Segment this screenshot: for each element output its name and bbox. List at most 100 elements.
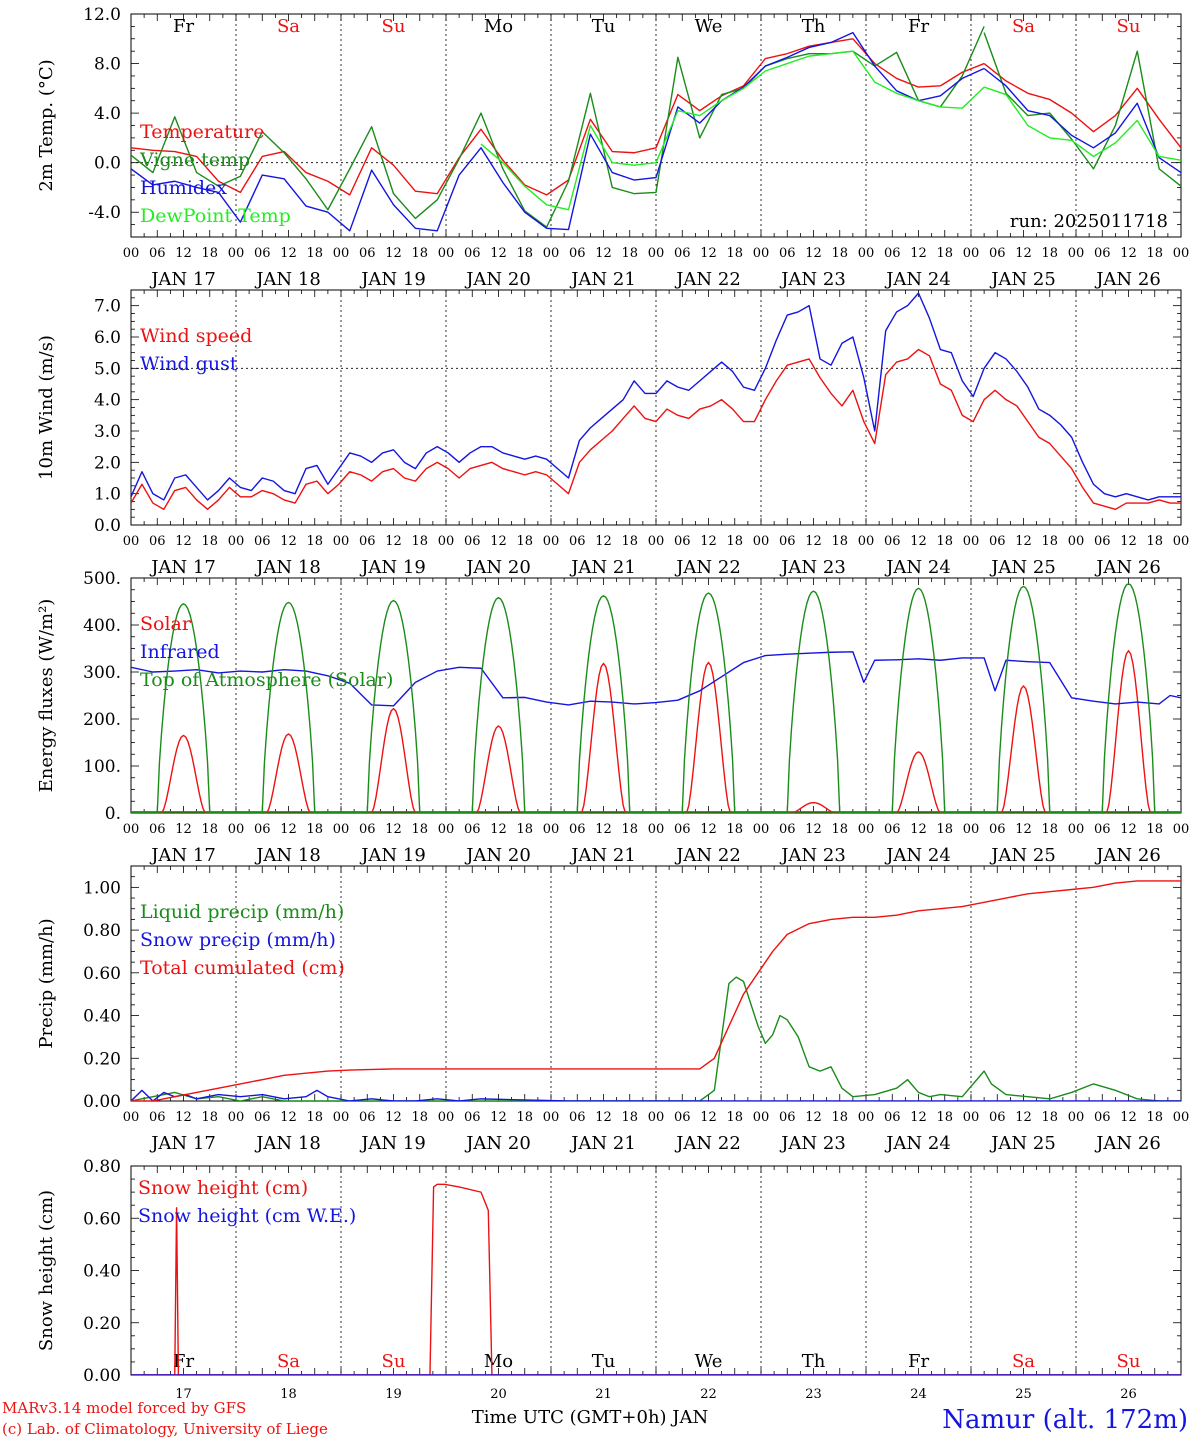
day-of-week-label: Fr xyxy=(908,1351,929,1372)
x-hour-label: 06 xyxy=(569,822,586,837)
x-hour-label: 18 xyxy=(201,1110,218,1125)
x-hour-label: 00 xyxy=(963,822,980,837)
x-hour-label: 06 xyxy=(569,534,586,549)
x-hour-label: 00 xyxy=(438,246,455,261)
y-tick-label: 0.80 xyxy=(83,921,121,941)
y-axis-title: Precip (mm/h) xyxy=(36,918,57,1048)
y-tick-label: 0.20 xyxy=(83,1049,121,1069)
x-date-label: JAN 21 xyxy=(569,269,636,290)
x-hour-label: 06 xyxy=(674,534,691,549)
panel-temp: -4.0 0.0 4.0 8.0 12.0 2m Temp. (°C) 00 06 12 18 JA… xyxy=(36,5,1189,290)
day-of-week-label: Th xyxy=(802,1351,826,1372)
series-group xyxy=(131,26,1181,232)
x-date-label: JAN 18 xyxy=(254,269,321,290)
x-date-label: JAN 24 xyxy=(884,845,951,866)
day-of-week-label: Su xyxy=(1117,16,1141,37)
legend-entry: Temperature xyxy=(140,121,264,143)
x-hour-label: 00 xyxy=(543,534,560,549)
x-hour-label: 12 xyxy=(700,822,717,837)
y-tick-label: 100. xyxy=(83,757,121,777)
x-hour-label: 00 xyxy=(858,534,875,549)
x-hour-label: 12 xyxy=(175,246,192,261)
y-axis-title: 10m Wind (m/s) xyxy=(36,335,57,480)
x-hour-label: 18 xyxy=(201,534,218,549)
x-hour-label: 12 xyxy=(595,534,612,549)
humidex-line xyxy=(131,31,985,232)
x-hour-label: 00 xyxy=(753,246,770,261)
x-hour-label: 00 xyxy=(333,822,350,837)
x-hour-label: 12 xyxy=(910,822,927,837)
x-hour-label: 06 xyxy=(569,1110,586,1125)
x-hour-label: 18 xyxy=(516,822,533,837)
x-hour-label: 00 xyxy=(543,246,560,261)
snow-height-cm-line-part-0 xyxy=(131,1183,1181,1375)
x-hour-label: 00 xyxy=(438,822,455,837)
x-hour-label: 06 xyxy=(989,822,1006,837)
day-of-week-label: Sa xyxy=(1012,16,1035,37)
x-hour-label: 06 xyxy=(1094,822,1111,837)
x-date-label: JAN 25 xyxy=(989,269,1056,290)
x-hour-label: 06 xyxy=(674,246,691,261)
top-of-atmosphere-solar-line-day-8 xyxy=(971,585,1076,813)
x-date-label: JAN 19 xyxy=(359,557,426,578)
x-hour-label: 06 xyxy=(569,246,586,261)
x-hour-label: 00 xyxy=(1068,1110,1085,1125)
x-hour-label: 12 xyxy=(280,534,297,549)
x-hour-label: 00 xyxy=(123,534,140,549)
x-hour-label: 06 xyxy=(674,1110,691,1125)
day-of-week-label: We xyxy=(695,1351,723,1372)
y-tick-label: 0.0 xyxy=(94,154,121,174)
x-date-label: JAN 26 xyxy=(1094,845,1161,866)
x-hour-label: 06 xyxy=(254,822,271,837)
x-hour-label: 18 xyxy=(201,246,218,261)
x-hour-label: 12 xyxy=(385,246,402,261)
x-hour-label: 12 xyxy=(700,246,717,261)
x-hour-label: 12 xyxy=(805,1110,822,1125)
x-hour-label: 12 xyxy=(910,1110,927,1125)
day-of-week-label: Fr xyxy=(173,16,194,37)
x-date-label: JAN 21 xyxy=(569,845,636,866)
liquid-precip-mm-h-line xyxy=(131,976,1181,1101)
day-of-week-label: Sa xyxy=(277,1351,300,1372)
x-hour-label: 18 xyxy=(726,534,743,549)
x-hour-label: 00 xyxy=(648,534,665,549)
x-hour-label: 06 xyxy=(464,1110,481,1125)
y-tick-label: 400. xyxy=(83,616,121,636)
x-hour-label: 18 xyxy=(1146,1110,1163,1125)
x-hour-label: 06 xyxy=(359,822,376,837)
x-hour-label: 06 xyxy=(359,534,376,549)
x-hour-label: 06 xyxy=(989,246,1006,261)
y-tick-label: 0.60 xyxy=(83,1209,121,1229)
x-date-label: JAN 19 xyxy=(359,269,426,290)
x-hour-label: 06 xyxy=(779,246,796,261)
x-hour-label: 18 xyxy=(831,1110,848,1125)
x-hour-label: 06 xyxy=(884,822,901,837)
x-date-label: JAN 20 xyxy=(464,845,531,866)
x-hour-label: 06 xyxy=(884,1110,901,1125)
wind-gust-line xyxy=(131,292,1181,501)
x-hour-label: 00 xyxy=(1173,1110,1190,1125)
x-date-label: JAN 25 xyxy=(989,1133,1056,1154)
x-hour-label: 00 xyxy=(963,246,980,261)
y-tick-label: 8.0 xyxy=(94,55,121,75)
series-group xyxy=(131,582,1181,813)
x-hour-label: 06 xyxy=(884,246,901,261)
y-tick-label: 2.0 xyxy=(94,453,121,473)
day-of-week-label: Mo xyxy=(484,16,513,37)
legend-entry: Snow height (cm W.E.) xyxy=(138,1205,356,1227)
y-tick-label: 200. xyxy=(83,710,121,730)
x-hour-label: 18 xyxy=(936,246,953,261)
x-hour-label: 18 xyxy=(306,534,323,549)
legend-entry: Infrared xyxy=(140,641,220,663)
x-hour-label: 12 xyxy=(385,534,402,549)
x-hour-label: 06 xyxy=(1094,1110,1111,1125)
x-date-label: 23 xyxy=(805,1387,822,1402)
x-hour-label: 12 xyxy=(385,1110,402,1125)
day-of-week-label: Th xyxy=(802,16,826,37)
x-date-label: 17 xyxy=(175,1387,192,1402)
x-hour-label: 18 xyxy=(1041,822,1058,837)
y-tick-label: 6.0 xyxy=(94,328,121,348)
x-hour-label: 00 xyxy=(858,1110,875,1125)
solar-line-day-5 xyxy=(660,661,757,813)
x-hour-label: 06 xyxy=(149,534,166,549)
